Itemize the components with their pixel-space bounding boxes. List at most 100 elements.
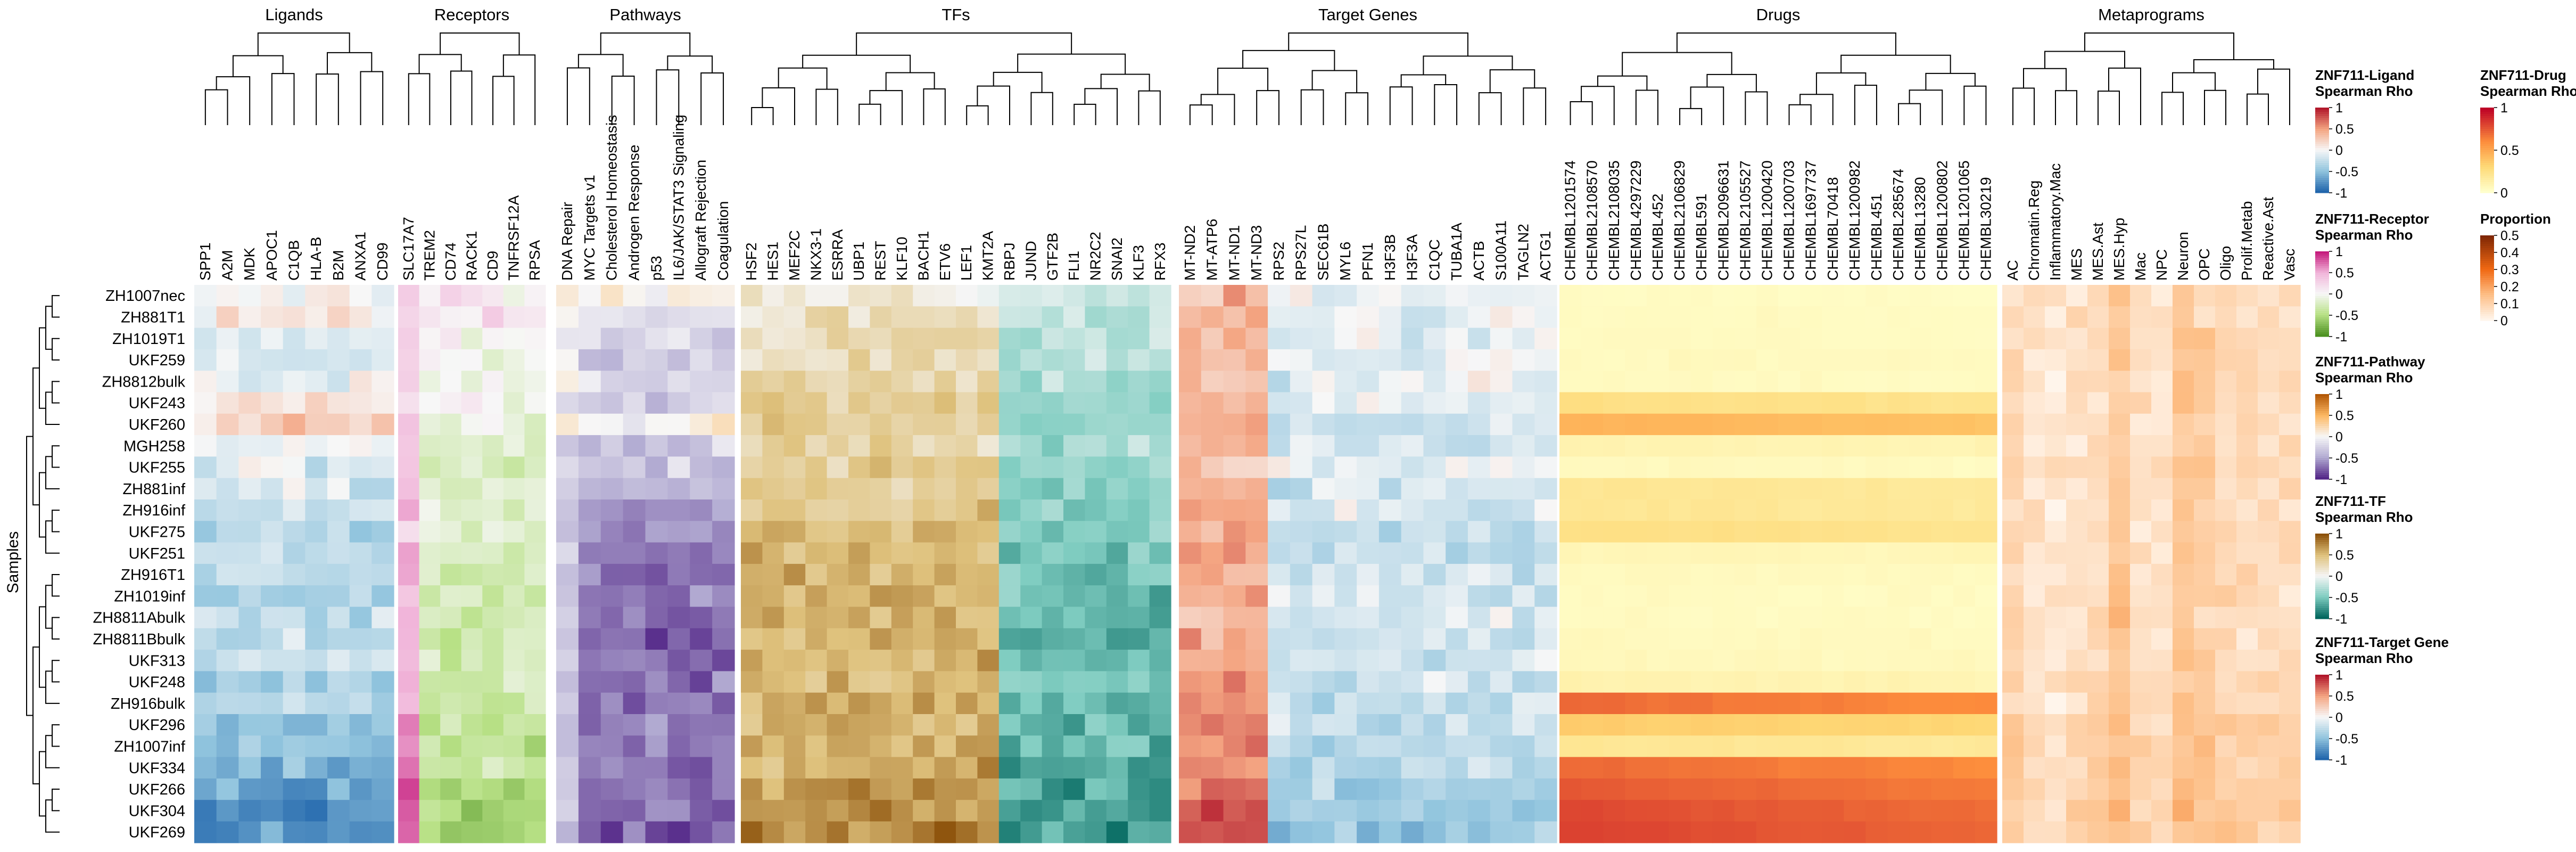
heatmap-cell — [1756, 456, 1779, 479]
heatmap-cell — [1042, 392, 1064, 414]
heatmap-cell — [827, 821, 849, 843]
heatmap-cell — [1149, 692, 1171, 715]
column-label: NPC — [2153, 249, 2170, 281]
heatmap-cell — [1625, 821, 1647, 843]
heatmap-cell — [1020, 392, 1043, 414]
heatmap-cell — [2236, 456, 2258, 479]
heatmap-cell — [2151, 800, 2173, 822]
heatmap-cell — [690, 735, 713, 758]
heatmap-cell — [783, 714, 806, 736]
heatmap-cell — [1844, 478, 1866, 500]
heatmap-cell — [1490, 714, 1513, 736]
heatmap-cell — [1581, 585, 1604, 608]
heatmap-cell — [1690, 285, 1713, 307]
heatmap-cell — [2215, 671, 2237, 693]
heatmap-cell — [1822, 542, 1844, 564]
heatmap-cell — [1603, 628, 1625, 650]
heatmap-cell — [1734, 692, 1757, 715]
column-label: RACK1 — [464, 231, 480, 281]
heatmap-cell — [1423, 306, 1446, 329]
heatmap-cell — [712, 306, 735, 329]
heatmap-cell — [1245, 413, 1268, 436]
heatmap-cell — [1423, 413, 1446, 436]
heatmap-cell — [2151, 671, 2173, 693]
heatmap-cell — [998, 435, 1021, 457]
heatmap-cell — [440, 735, 462, 758]
heatmap-cell — [2024, 392, 2045, 414]
heatmap-cell — [891, 650, 913, 671]
heatmap-cell — [1467, 327, 1491, 350]
heatmap-cell — [1179, 692, 1202, 715]
heatmap-cell — [1953, 478, 1976, 500]
heatmap-cell — [998, 285, 1021, 307]
heatmap-cell — [440, 692, 462, 715]
heatmap-cell — [645, 499, 668, 521]
heatmap-cell — [934, 435, 956, 457]
heatmap-cell — [998, 735, 1021, 758]
heatmap-cell — [1625, 413, 1647, 436]
heatmap-cell — [741, 735, 763, 758]
heatmap-cell — [305, 499, 328, 521]
heatmap-cell — [503, 735, 525, 758]
heatmap-cell — [1063, 456, 1085, 479]
heatmap-cell — [503, 521, 525, 543]
legend-tick: 1 — [2335, 244, 2343, 259]
heatmap-cell — [2087, 563, 2109, 586]
heatmap-cell — [1490, 542, 1513, 564]
column-label: CHEMBL2108570 — [1584, 160, 1600, 281]
heatmap-cell — [1712, 800, 1735, 822]
column-label: S100A11 — [1493, 220, 1509, 281]
heatmap-cell — [1559, 542, 1582, 564]
heatmap-cell — [1534, 327, 1557, 350]
heatmap-cell — [1800, 671, 1822, 693]
heatmap-cell — [1378, 327, 1402, 350]
heatmap-cell — [1712, 542, 1735, 564]
heatmap-cell — [1446, 692, 1468, 715]
heatmap-cell — [2045, 563, 2067, 586]
heatmap-cell — [848, 757, 870, 779]
heatmap-cell — [805, 327, 828, 350]
heatmap-cell — [913, 435, 935, 457]
heatmap-cell — [1909, 692, 1932, 715]
column-label: CHEMBL30219 — [1977, 177, 1994, 281]
heatmap-cell — [556, 349, 579, 371]
heatmap-cell — [1844, 650, 1866, 671]
heatmap-cell — [891, 607, 913, 629]
heatmap-cell — [805, 435, 828, 457]
heatmap-cell — [194, 607, 217, 629]
heatmap-cell — [1334, 349, 1357, 371]
heatmap-cell — [805, 628, 828, 650]
heatmap-cell — [556, 563, 579, 586]
heatmap-cell — [1020, 478, 1043, 500]
heatmap-cell — [1357, 499, 1380, 521]
heatmap-cell — [2066, 478, 2088, 500]
heatmap-cell — [1042, 778, 1064, 800]
column-label: MT-ND2 — [1182, 225, 1198, 281]
heatmap-cell — [2173, 349, 2194, 371]
heatmap-cell — [2002, 800, 2024, 822]
heatmap-cell — [1467, 413, 1491, 436]
heatmap-cell — [1647, 285, 1670, 307]
heatmap-cell — [1106, 478, 1128, 500]
heatmap-cell — [1423, 285, 1446, 307]
heatmap-cell — [1559, 306, 1582, 329]
heatmap-cell — [913, 628, 935, 650]
heatmap-cell — [2087, 650, 2109, 671]
heatmap-cell — [1334, 521, 1357, 543]
heatmap-cell — [1149, 735, 1171, 758]
heatmap-cell — [482, 821, 504, 843]
heatmap-cell — [1179, 306, 1202, 329]
heatmap-cell — [2002, 435, 2024, 457]
heatmap-cell — [1085, 285, 1107, 307]
heatmap-cell — [1179, 714, 1202, 736]
heatmap-cell — [956, 499, 978, 521]
column-label: KMT2A — [980, 231, 996, 281]
heatmap-cell — [1268, 542, 1291, 564]
heatmap-cell — [2130, 521, 2152, 543]
heatmap-cell — [977, 306, 1000, 329]
heatmap-cell — [600, 327, 624, 350]
heatmap-cell — [2215, 371, 2237, 393]
heatmap-cell — [805, 757, 828, 779]
heatmap-cell — [1778, 650, 1801, 671]
heatmap-cell — [482, 757, 504, 779]
